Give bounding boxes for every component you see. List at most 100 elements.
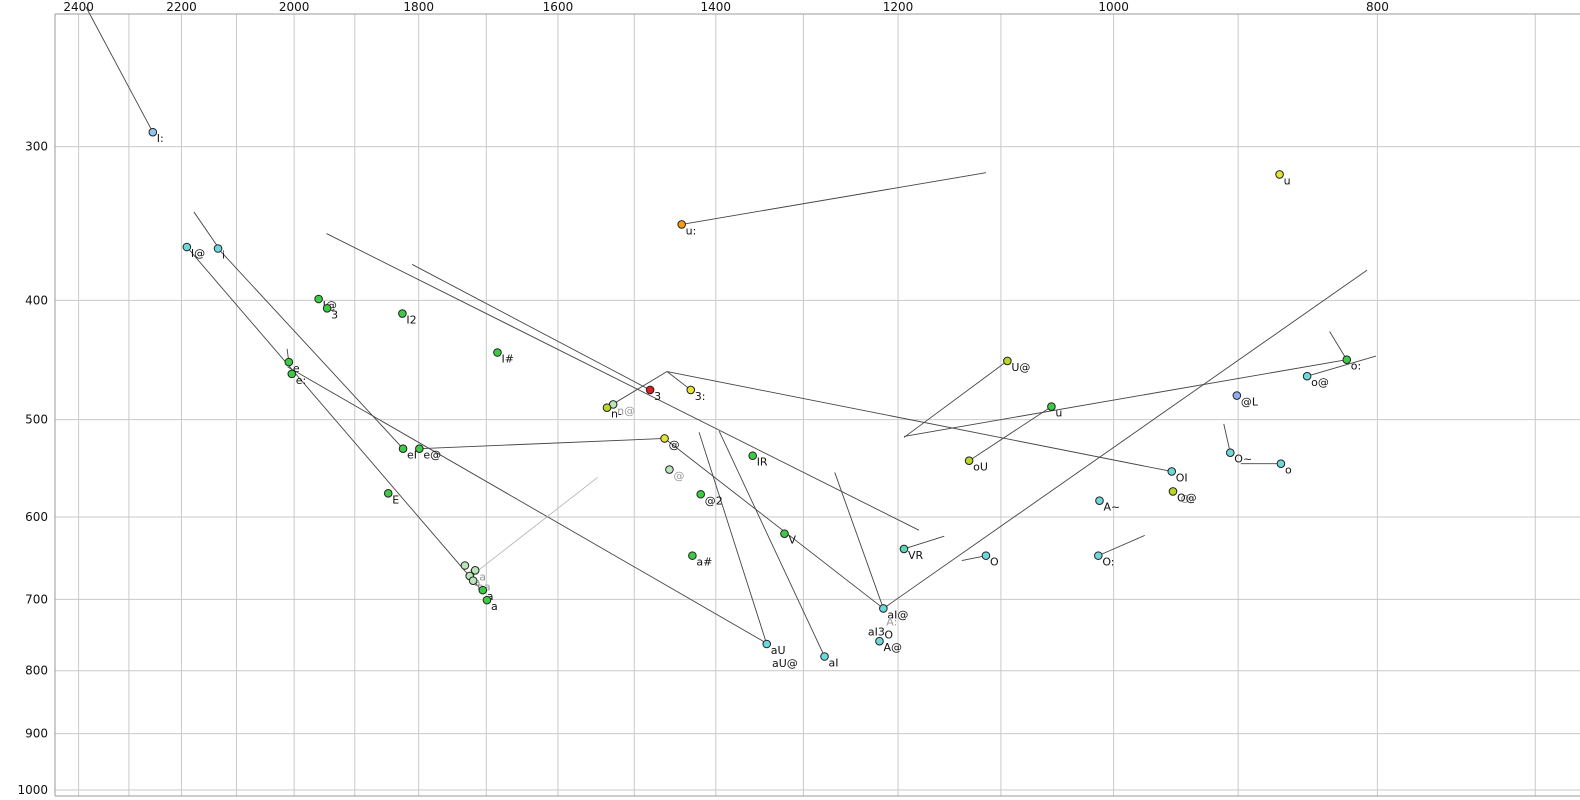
vowel-point[interactable] [964,456,974,466]
trajectory-line [903,359,1347,437]
x-tick-label: 1400 [701,0,732,14]
vowel-point[interactable] [383,489,393,498]
vowel-point[interactable] [875,636,884,646]
vowel-label: a# [696,556,712,569]
vowel-label: i [222,248,225,261]
vowel-point[interactable] [478,585,488,595]
vowel-point[interactable] [677,220,686,229]
vowel-label: n- [611,408,622,421]
trajectory-line [326,233,920,531]
vowel-point[interactable] [493,348,502,357]
vowel-point[interactable] [314,294,323,304]
vowel-point[interactable] [287,369,297,379]
vowel-point[interactable] [1168,487,1178,496]
vowel-label: a [487,590,494,603]
vowel-point[interactable] [602,403,612,412]
vowel-point[interactable] [1276,459,1286,468]
vowel-point[interactable] [1232,391,1242,400]
y-tick-label: 1000 [17,783,48,797]
vowel-point[interactable] [660,434,669,443]
vowel-point[interactable] [1225,448,1235,458]
trajectory-line [1223,423,1231,453]
trajectory-line [968,406,1052,462]
vowel-point[interactable] [1275,170,1284,179]
vowel-point[interactable] [415,444,424,453]
vowel-label: U@ [1011,361,1030,374]
vowel-point[interactable] [148,127,158,137]
trajectory-line [698,432,768,645]
vowel-point[interactable] [1094,551,1103,560]
vowel-label: n@ [617,404,635,417]
vowel-label: @2 [705,494,723,507]
x-tick-label: 1200 [883,0,914,14]
trajectory-line [193,211,219,248]
vowel-point[interactable] [284,357,294,367]
vowel-point[interactable] [686,385,696,395]
vowel-point[interactable] [213,244,223,253]
vowel-point[interactable] [696,489,706,499]
x-tick-label: 1600 [543,0,574,14]
vowel-label: aU [771,644,786,657]
vowel-label: O~ [1234,453,1252,466]
y-tick-label: 800 [25,664,48,678]
trajectory-line [186,246,482,590]
vowel-point[interactable] [665,465,674,474]
trajectory-line [834,472,884,609]
vowel-label: o: [1351,360,1361,373]
trajectory-line [681,172,987,225]
vowel-point[interactable] [1003,356,1012,366]
vowel-label: oU [973,461,988,474]
trajectory-line [606,371,668,409]
vowel-point[interactable] [820,652,829,661]
vowel-point[interactable] [645,385,655,395]
vowel-label: I@ [191,247,205,260]
trajectory-line [287,366,767,644]
x-tick-label: 1000 [1098,0,1129,14]
vowel-label: a [491,600,498,613]
vowel-label: 3 [331,308,338,321]
vowel-point[interactable] [748,451,757,461]
vowel-label: aI@ [887,608,908,621]
vowel-point[interactable] [460,561,470,570]
vowel-label: O: [1180,493,1192,506]
vowel-point[interactable] [470,566,480,575]
vowel-point[interactable] [688,551,697,560]
vowel-point[interactable] [1167,467,1177,476]
vowel-point[interactable] [879,604,888,613]
vowel-label: o [1285,464,1292,477]
vowel-point[interactable] [1302,371,1312,381]
vowel-label: aU@ [772,657,798,670]
vowel-label: a [479,570,486,583]
vowel-point[interactable] [468,576,478,586]
vowel-label: e: [296,374,306,387]
vowel-label: E [392,493,399,506]
vowel-label: u [1284,174,1291,187]
trajectory-line [664,438,884,609]
vowel-label: @L [1241,396,1259,409]
trajectory-line [85,6,154,133]
x-tick-label: 2200 [166,0,197,14]
vowel-point[interactable] [398,309,407,318]
vowel-point[interactable] [182,242,192,252]
trajectory-line [468,476,599,578]
trajectory-line [419,438,665,450]
vowel-point[interactable] [398,444,408,453]
x-tick-label: 2400 [63,0,94,14]
vowel-label: I# [501,352,513,365]
vowel-label: aI3 [868,626,885,639]
vowel-point[interactable] [322,304,332,313]
trajectory-line [718,431,825,657]
vowel-point[interactable] [899,544,909,554]
trajectory-line [217,248,404,450]
vowel-point[interactable] [482,595,492,605]
x-tick-label: 800 [1366,0,1389,14]
vowel-point[interactable] [1095,496,1104,506]
vowel-label: eI [407,449,417,462]
vowel-label: aI [829,656,839,669]
vowel-point[interactable] [1047,402,1056,411]
vowel-point[interactable] [780,529,789,538]
vowel-point[interactable] [1342,355,1352,365]
vowel-point[interactable] [981,551,991,560]
vowel-point[interactable] [762,639,772,649]
